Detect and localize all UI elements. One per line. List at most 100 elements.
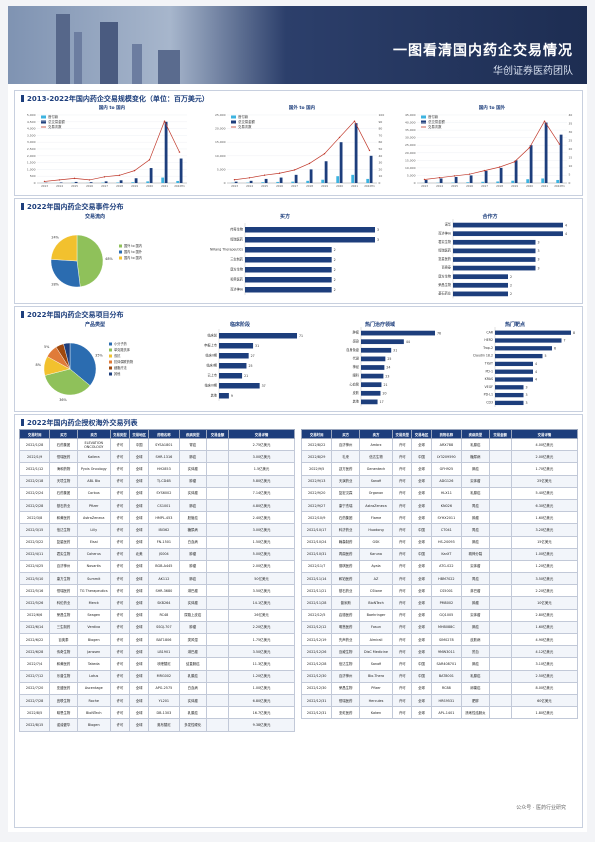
target-bar [495,361,533,367]
table-header-cell: 交易详情 [510,429,579,439]
table-cell: 许可 [392,437,413,452]
area-value: 31 [393,349,397,353]
table-cell: 尿路上皮癌 [178,608,207,622]
buyer-bar [245,267,332,273]
bar-total [74,181,78,183]
table-cell: 全球 [128,681,150,695]
table-cell [206,547,229,561]
buyer-bar [245,287,332,293]
stage-label: 临床III期 [205,383,217,388]
table-cell: Pfizer [76,498,111,513]
table-cell: 许可 [109,474,131,488]
x-tick-label: 2022H1 [554,184,565,188]
point-count [498,166,501,168]
area-value: 24 [386,366,390,370]
stage-label: 临床前 [207,333,217,338]
table-cell: 全球 [128,498,150,513]
table-cell [206,584,229,598]
table-cell: 乳腺癌 [461,437,490,452]
table-cell: 2022/1/28 [18,437,51,452]
table-cell: PM8002 [430,596,463,610]
table-cell: 诺诚健华 [49,718,78,732]
table-cell: 复星医药 [49,535,78,549]
area-bar [361,399,378,405]
table-cell: 2022/6/28 [18,645,51,659]
table-cell: Biogen [76,632,111,647]
y2-tick-label: 5 [569,173,571,177]
table-cell: 3.00亿美元 [228,523,295,537]
area-label: 感染 [353,338,360,343]
table-cell: 中国 [128,437,150,452]
line-count [234,120,370,181]
table-row: 2022/11/28 普米斯 BioNTech 许可 全球 PM8002 肿瘤 10亿美元 [300,596,579,610]
table-cell [206,450,229,464]
table-cell: 卵巢癌 [461,681,490,695]
table-row: 2022/9/5 劲方医药 Genentech 许可 全球 GFH925 肺癌 1.70亿美元 [300,462,579,476]
stage-value: 71 [299,334,303,338]
area-label: 皮肤 [353,390,360,395]
area-value: 23 [385,374,389,378]
table-cell: 传奇生物 [49,645,78,659]
x-tick-label: 2014 [436,184,443,188]
table-cell: 全球 [411,681,432,695]
table-cell: 1.75亿美元 [228,632,295,647]
area-bar [361,356,386,362]
table-cell: AstraZeneca [358,498,394,513]
table-cell: 3.50亿美元 [510,572,579,586]
table-cell: 劲方医药 [331,462,360,476]
y-tick-label: 30,000 [405,136,416,140]
table-cell: 1.80亿美元 [510,706,579,720]
legend-label: 总交易金额 [48,119,66,124]
point-count [263,174,266,176]
table-row: 2022/6/14 三生制药 Verdiva 许可 全球 SSGJ-707 肿瘤 2.20亿美… [18,620,295,635]
table-cell: 许可 [392,681,413,695]
table-cell: 糖尿病 [178,523,207,537]
table-cell: Lilly [76,523,111,537]
buyer-value: 2 [334,248,336,252]
y-tick-label: 25,000 [215,113,226,117]
x-tick-label: 2021 [541,184,548,188]
product-legend-label: 双抗 [114,353,121,358]
x-tick-label: 2016 [466,184,473,188]
table-cell: 肿瘤 [461,511,490,525]
table-cell: Eisai [76,535,111,549]
point-count [438,177,441,179]
table-cell: DisC Medicine [358,645,394,659]
table-cell: Ambrx [358,437,394,452]
bar-upfront [131,182,135,183]
skyscraper-image [100,22,118,84]
stage-value: 25 [248,364,252,368]
partner-bar [453,274,508,280]
table-cell: 8.00亿美元 [510,681,579,695]
table-cell: Merck [76,596,111,610]
table-row: 2022/10/24 翰森制药 GSK 许可 全球 HS-20093 肺癌 15亿美元 [300,535,579,549]
bar-total [309,169,313,183]
flow-pct-label: 28% [51,282,59,286]
table-cell: 全球 [128,462,150,476]
table-row: 2022/10/17 科济药业 Huadong 许可 中国 CT041 胃癌 3.20亿美元 [300,523,579,537]
table-cell: Biogen [76,718,111,732]
table-cell: 25亿美元 [510,474,579,488]
partner-value: 2 [510,284,512,288]
table-cell: ADG126 [430,474,463,488]
table-cell: 百济神州 [331,669,360,683]
flow-legend-swatch [119,256,122,260]
table-cell: GFH925 [430,462,463,476]
x-tick-label: 2017 [291,184,298,188]
y2-tick-label: 0 [379,181,381,185]
table-cell: SHR-1316 [148,450,180,464]
table-cell: HH2853 [148,462,180,476]
bar-total [179,158,183,183]
table-cell: 石药集团 [49,486,78,500]
table-cell [206,632,229,647]
table-row: 2022/6/6 荣昌生物 Seagen 许可 全球 RC48 尿路上皮癌 26亿美元 [18,608,295,622]
table-cell: 3.20亿美元 [510,523,579,537]
table-cell: 60亿美元 [510,693,579,708]
buyer-label: 三生制药 [230,257,243,262]
table-cell: 4.80亿美元 [228,498,295,513]
table-cell: 肿瘤 [461,596,490,610]
table-cell: 全球 [128,596,150,610]
legend-label: 总交易金额 [238,119,256,124]
bar-total [134,178,138,183]
